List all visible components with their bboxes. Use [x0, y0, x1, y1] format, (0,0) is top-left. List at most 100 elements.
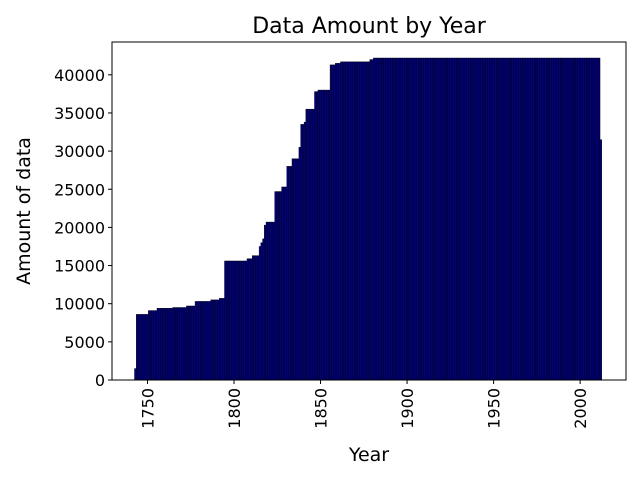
bar [307, 108, 310, 381]
bar [303, 121, 307, 381]
bar [160, 308, 163, 381]
bar [156, 308, 159, 381]
bar [286, 166, 289, 381]
bar [572, 57, 575, 381]
bar [544, 57, 547, 381]
bar [551, 57, 554, 381]
bar [191, 305, 194, 381]
bar [478, 57, 481, 381]
bar [290, 166, 293, 381]
bar [222, 298, 225, 381]
bar [373, 57, 376, 381]
bar [264, 224, 267, 381]
bar [582, 57, 585, 381]
bar [361, 61, 364, 381]
bar [193, 305, 196, 381]
bar [300, 124, 303, 381]
bar [525, 57, 528, 381]
bar [343, 61, 346, 381]
bar [206, 301, 210, 381]
bar [409, 57, 412, 381]
bar [444, 57, 447, 381]
bar [560, 57, 563, 381]
bar [296, 158, 300, 381]
bar [158, 308, 161, 381]
bar [200, 301, 203, 381]
bar [547, 57, 551, 381]
bar [312, 108, 315, 381]
bar [236, 260, 239, 381]
bar [309, 108, 312, 381]
bar [224, 260, 227, 381]
bar [281, 186, 284, 381]
bar [314, 91, 317, 381]
bar [412, 57, 416, 381]
bar [568, 57, 571, 381]
bar [271, 221, 274, 381]
bar [535, 57, 538, 381]
bar [528, 57, 532, 381]
bar [167, 308, 170, 381]
bar [136, 314, 139, 381]
bar [208, 301, 211, 381]
bar [348, 61, 352, 381]
bar [170, 308, 173, 381]
bar [359, 61, 362, 381]
plot-frame [111, 41, 627, 381]
bar [589, 57, 592, 381]
bar [134, 368, 137, 381]
x-tick-label: 1750 [138, 388, 157, 429]
bar [504, 57, 507, 381]
bar [456, 57, 459, 381]
bar [194, 301, 198, 381]
bar [217, 299, 220, 381]
x-tick-label: 1900 [398, 388, 417, 429]
bar [302, 124, 305, 381]
bar [594, 57, 597, 381]
bar [364, 61, 367, 381]
bar [305, 108, 308, 381]
bar [269, 221, 272, 381]
bar [350, 61, 353, 381]
bar [542, 57, 545, 381]
bar [565, 57, 568, 381]
bar [470, 57, 473, 381]
bar [599, 139, 602, 381]
bar [546, 57, 549, 381]
bar [347, 61, 350, 381]
bar [392, 57, 395, 381]
bar [338, 63, 341, 381]
bar [137, 314, 140, 381]
bar [506, 57, 509, 381]
bar [196, 301, 199, 381]
bar [177, 307, 180, 381]
bar [201, 301, 204, 381]
bar [267, 221, 270, 381]
bar [232, 260, 236, 381]
bar [509, 57, 512, 381]
bar [163, 308, 166, 381]
bar [234, 260, 237, 381]
bar [165, 308, 168, 381]
bar [499, 57, 502, 381]
bar [414, 57, 417, 381]
bar [521, 57, 525, 381]
bar [549, 57, 552, 381]
bar [556, 57, 559, 381]
bar [418, 57, 421, 381]
bar [371, 59, 374, 381]
bar [580, 57, 583, 381]
bar [494, 57, 497, 381]
bar [277, 191, 281, 381]
bar [381, 57, 384, 381]
bar [141, 314, 144, 381]
bar [447, 57, 450, 381]
bar [468, 57, 471, 381]
bar [215, 299, 218, 381]
bar [295, 158, 298, 381]
bar [554, 57, 557, 381]
bar [596, 57, 599, 381]
bar [328, 89, 331, 381]
bar [341, 61, 345, 381]
